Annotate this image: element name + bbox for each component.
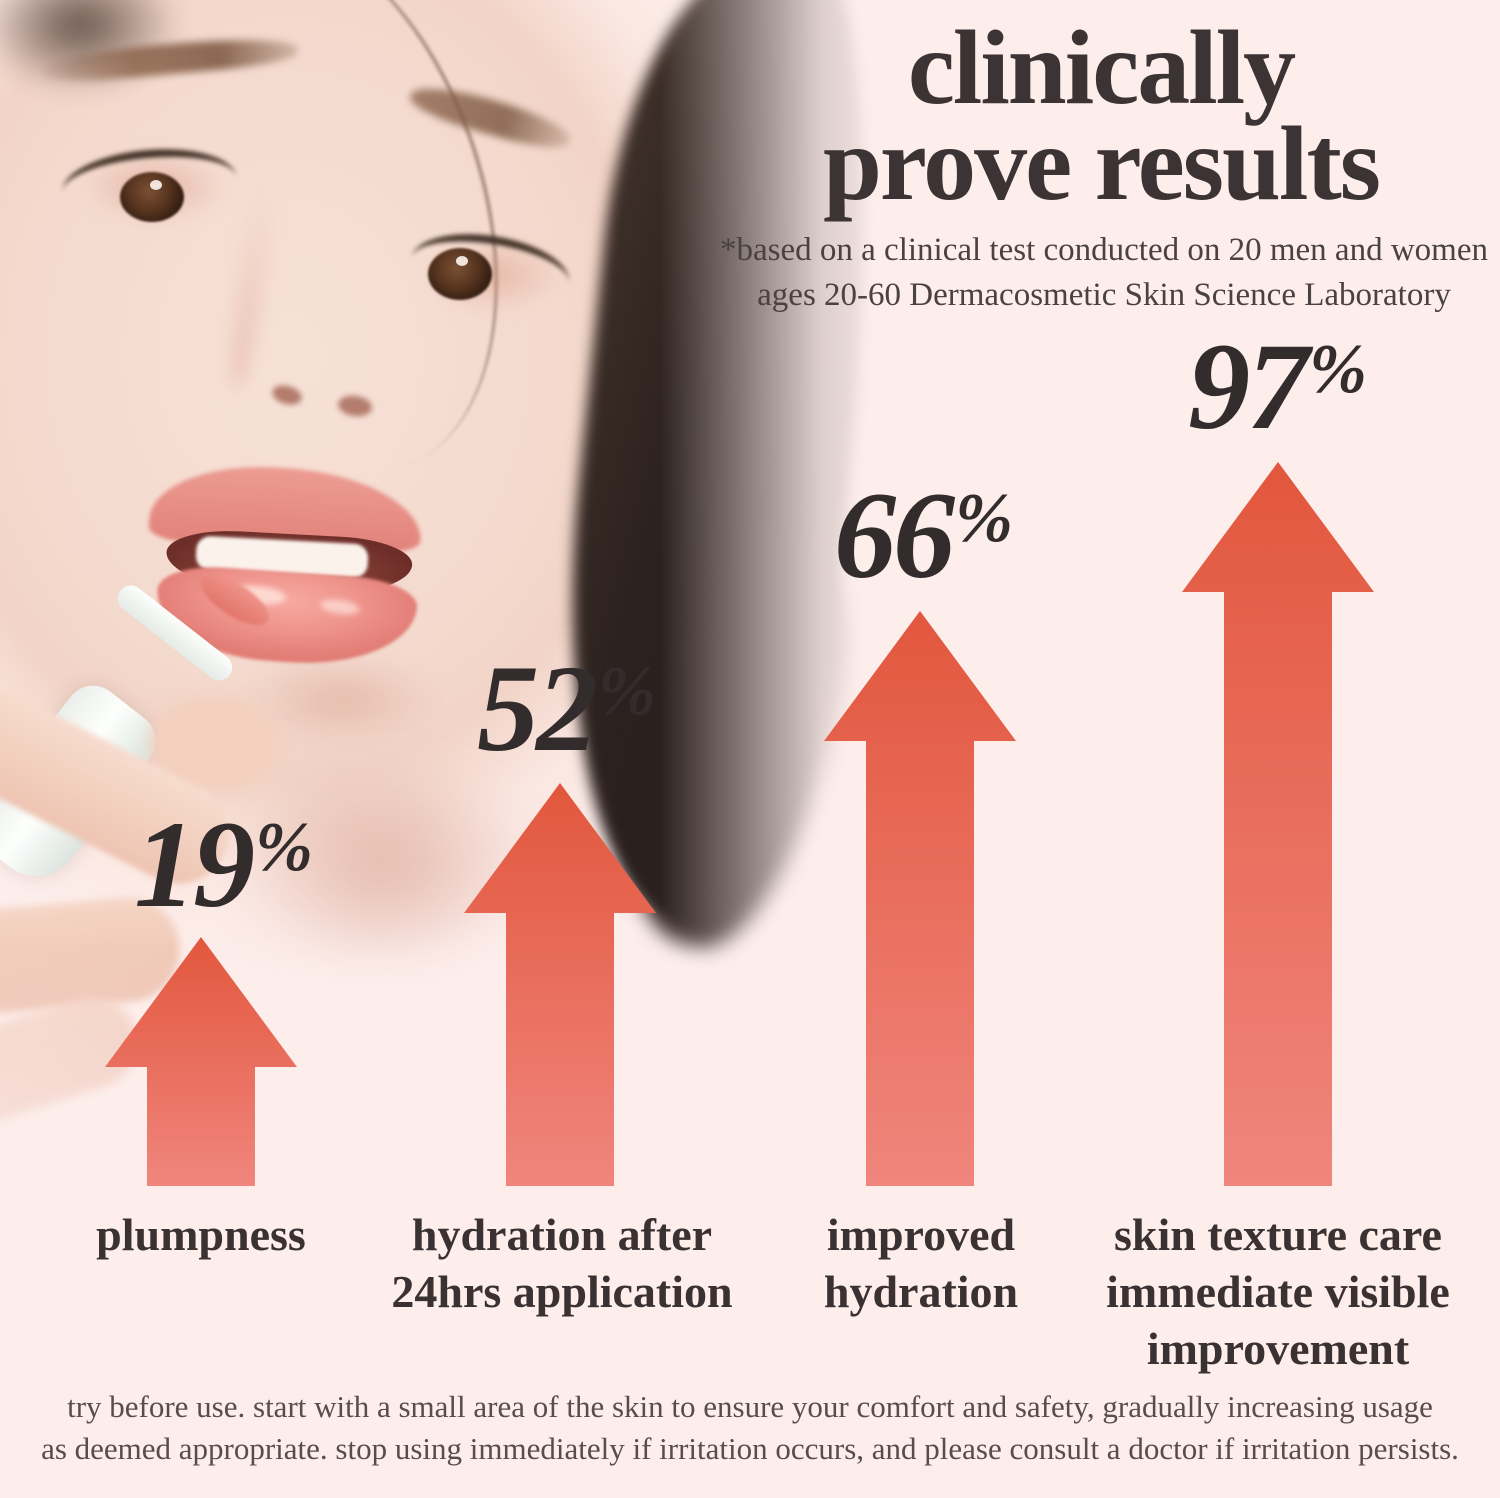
page-title: clinically prove results bbox=[822, 9, 1381, 222]
percent-sign: % bbox=[1309, 331, 1367, 408]
growth-arrow-3 bbox=[1182, 462, 1374, 1186]
right-eye-glint bbox=[456, 256, 468, 266]
growth-arrow-2 bbox=[824, 611, 1016, 1186]
category-label-improved-hydration: improved hydration bbox=[824, 1206, 1018, 1320]
category-line: hydration after bbox=[411, 1209, 713, 1260]
category-line: hydration bbox=[823, 1266, 1019, 1317]
percent-sign: % bbox=[598, 653, 656, 730]
category-label-skin-texture: skin texture care immediate visible impr… bbox=[1106, 1206, 1450, 1377]
value-number: 97 bbox=[1188, 318, 1309, 455]
category-label-plumpness: plumpness bbox=[96, 1206, 306, 1263]
category-label-hydration-24hrs: hydration after 24hrs application bbox=[391, 1206, 732, 1320]
category-line: improvement bbox=[1146, 1323, 1410, 1374]
title-line-2: prove results bbox=[822, 105, 1381, 222]
value-number: 52 bbox=[477, 640, 598, 777]
note-line-2: ages 20-60 Dermacosmetic Skin Science La… bbox=[757, 277, 1451, 313]
value-label-plumpness: 19% bbox=[134, 799, 313, 930]
category-line: improved bbox=[826, 1209, 1016, 1260]
title-line-1: clinically bbox=[907, 9, 1296, 126]
left-eye-glint bbox=[150, 180, 162, 190]
category-line: 24hrs application bbox=[391, 1266, 733, 1317]
category-line: immediate visible bbox=[1106, 1266, 1450, 1317]
disclaimer-line-1: try before use. start with a small area … bbox=[67, 1389, 1433, 1424]
category-line: skin texture care bbox=[1114, 1209, 1442, 1260]
note-line-1: *based on a clinical test conducted on 2… bbox=[720, 232, 1488, 268]
value-label-skin-texture: 97% bbox=[1188, 321, 1367, 452]
growth-arrow-0 bbox=[105, 937, 297, 1186]
percent-sign: % bbox=[955, 480, 1013, 557]
growth-arrow-1 bbox=[464, 783, 656, 1186]
disclaimer-line-2: as deemed appropriate. stop using immedi… bbox=[41, 1431, 1459, 1466]
value-label-hydration-24hrs: 52% bbox=[477, 643, 656, 774]
value-number: 66 bbox=[834, 467, 955, 604]
category-line: plumpness bbox=[96, 1209, 306, 1260]
value-number: 19 bbox=[134, 796, 255, 933]
usage-disclaimer: try before use. start with a small area … bbox=[20, 1386, 1480, 1470]
percent-sign: % bbox=[255, 809, 313, 886]
value-label-improved-hydration: 66% bbox=[834, 470, 1013, 601]
clinical-test-note: *based on a clinical test conducted on 2… bbox=[720, 228, 1488, 318]
